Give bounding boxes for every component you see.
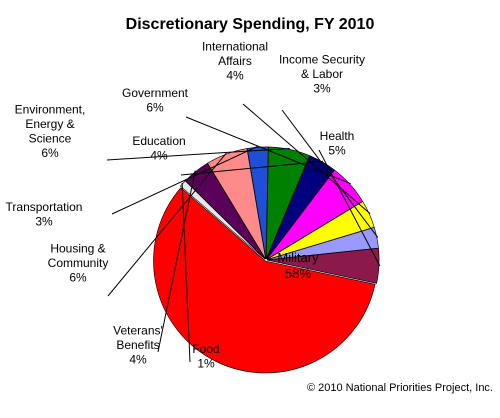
slice-value: 4% bbox=[129, 353, 147, 367]
copyright-footnote: © 2010 National Priorities Project, Inc. bbox=[307, 382, 493, 394]
pie-slice-veterans-benefits bbox=[184, 162, 266, 260]
slice-label-veterans-benefits: Veterans' Benefits 4% bbox=[113, 324, 163, 367]
leader-line-housing-community bbox=[107, 152, 227, 297]
pie-slice-education bbox=[266, 155, 335, 260]
slice-value: 6% bbox=[69, 271, 87, 285]
slice-label-health: Health 5% bbox=[320, 129, 355, 158]
slice-name: Benefits bbox=[116, 338, 159, 352]
slice-name: Community bbox=[48, 256, 109, 270]
slice-name: Government bbox=[122, 86, 189, 100]
leader-line-education bbox=[180, 160, 324, 176]
slice-name: International bbox=[202, 40, 268, 54]
slice-value: 5% bbox=[328, 143, 346, 157]
slice-name: Veterans' bbox=[113, 324, 163, 338]
slice-name: Energy & bbox=[25, 117, 74, 131]
leader-line-international-affairs bbox=[242, 103, 371, 215]
pie-slice-transportation bbox=[246, 146, 269, 259]
slice-label-transportation: Transportation 3% bbox=[6, 200, 83, 229]
slice-label-housing-community: Housing & Community 6% bbox=[48, 242, 109, 285]
slice-value: 1% bbox=[197, 356, 215, 370]
pie-slice-health bbox=[267, 248, 380, 284]
slice-name: Environment, bbox=[15, 102, 86, 116]
slice-name: Income Security bbox=[279, 53, 365, 67]
slice-label-education: Education 4% bbox=[132, 134, 185, 163]
slice-label-income-security-labor: Income Security & Labor 3% bbox=[279, 53, 365, 96]
pie-slice-environment-energy-science bbox=[265, 146, 311, 260]
chart-title: Discretionary Spending, FY 2010 bbox=[126, 16, 375, 33]
slice-name: Education bbox=[132, 134, 185, 148]
pie-slices bbox=[153, 146, 380, 374]
slice-name: Affairs bbox=[218, 54, 252, 68]
slice-value: 3% bbox=[35, 214, 53, 228]
slice-name: & Labor bbox=[301, 67, 343, 81]
leader-line-veterans-benefits bbox=[157, 170, 196, 353]
slice-label-government: Government 6% bbox=[122, 86, 189, 115]
slice-name: Food bbox=[192, 342, 219, 356]
leader-lines bbox=[106, 103, 381, 363]
slice-value: 6% bbox=[41, 146, 59, 160]
leader-line-health bbox=[318, 149, 381, 267]
leader-line-transportation bbox=[111, 145, 258, 215]
slice-value: 4% bbox=[150, 148, 168, 162]
slice-label-environment-energy-science: Environment, Energy & Science 6% bbox=[15, 102, 86, 160]
slice-name: Housing & bbox=[50, 242, 105, 256]
leader-line-food bbox=[181, 182, 191, 363]
slice-value: 6% bbox=[146, 100, 164, 114]
slice-name: Health bbox=[320, 129, 355, 143]
slice-label-international-affairs: International Affairs 4% bbox=[202, 40, 268, 83]
slice-name: Transportation bbox=[6, 200, 83, 214]
slice-value: 4% bbox=[226, 69, 244, 83]
pie-slice-government bbox=[266, 169, 364, 260]
leader-line-income-security-labor bbox=[281, 109, 379, 238]
slice-name: Military bbox=[277, 250, 319, 265]
slice-name: Science bbox=[29, 131, 72, 145]
leader-line-environment-energy-science bbox=[106, 147, 290, 161]
slice-labels: Military 58%Food 1%Veterans' Benefits 4%Hous… bbox=[6, 40, 365, 371]
slice-label-military: Military 58% bbox=[277, 250, 319, 281]
pie-slice-housing-community bbox=[207, 148, 266, 260]
slice-label-food: Food 1% bbox=[192, 342, 219, 371]
slice-value: 3% bbox=[313, 82, 331, 96]
slice-value: 58% bbox=[285, 266, 311, 281]
